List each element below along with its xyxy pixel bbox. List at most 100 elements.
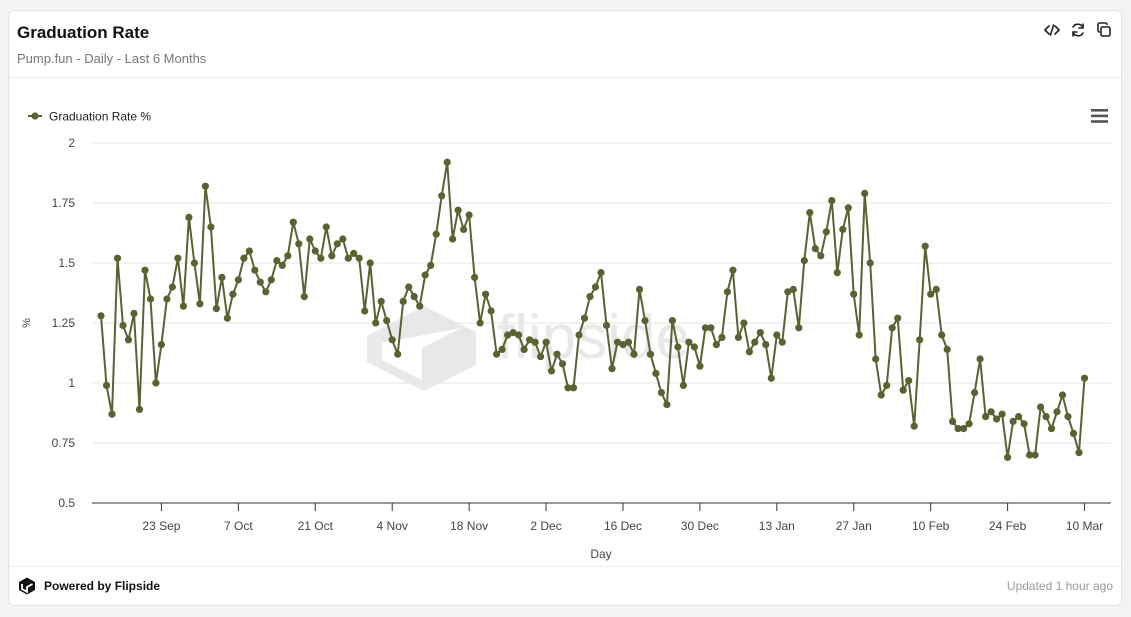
data-point[interactable]: [569, 384, 578, 392]
data-point[interactable]: [218, 273, 226, 281]
data-point[interactable]: [493, 350, 501, 358]
data-point[interactable]: [899, 386, 907, 394]
data-point[interactable]: [800, 257, 808, 265]
data-point[interactable]: [416, 302, 424, 310]
data-point[interactable]: [784, 288, 792, 296]
data-point[interactable]: [630, 350, 638, 358]
data-point[interactable]: [965, 420, 973, 428]
data-point[interactable]: [190, 259, 198, 267]
data-point[interactable]: [767, 374, 775, 382]
data-point[interactable]: [795, 324, 803, 332]
data-point[interactable]: [1069, 429, 1078, 437]
data-point[interactable]: [866, 259, 874, 267]
data-point[interactable]: [646, 350, 655, 358]
data-point[interactable]: [471, 273, 479, 281]
data-point[interactable]: [1047, 425, 1056, 433]
data-point[interactable]: [465, 211, 473, 219]
data-point[interactable]: [212, 305, 220, 313]
data-point[interactable]: [157, 341, 165, 349]
data-point[interactable]: [547, 367, 556, 375]
data-point[interactable]: [597, 269, 605, 277]
data-point[interactable]: [454, 206, 462, 214]
data-point[interactable]: [1037, 403, 1045, 411]
data-point[interactable]: [520, 345, 528, 353]
data-point[interactable]: [317, 254, 325, 262]
data-point[interactable]: [201, 182, 209, 190]
data-point[interactable]: [960, 425, 968, 433]
data-point[interactable]: [124, 336, 133, 344]
data-point[interactable]: [602, 321, 611, 329]
data-point[interactable]: [839, 225, 847, 233]
data-point[interactable]: [251, 266, 259, 274]
data-point[interactable]: [498, 345, 506, 353]
data-point[interactable]: [306, 235, 314, 243]
data-point[interactable]: [460, 225, 468, 233]
data-point[interactable]: [822, 228, 830, 236]
data-point[interactable]: [745, 348, 754, 356]
data-point[interactable]: [388, 336, 396, 344]
data-point[interactable]: [119, 321, 127, 329]
data-point[interactable]: [410, 293, 418, 301]
data-point[interactable]: [267, 276, 275, 284]
data-point[interactable]: [1053, 408, 1061, 416]
data-point[interactable]: [696, 362, 704, 370]
data-point[interactable]: [971, 389, 979, 397]
data-point[interactable]: [476, 319, 484, 327]
data-point[interactable]: [916, 336, 924, 344]
data-point[interactable]: [361, 307, 369, 315]
data-point[interactable]: [778, 338, 786, 346]
powered-by[interactable]: Powered by Flipside: [17, 576, 160, 596]
data-point[interactable]: [641, 317, 649, 325]
data-point[interactable]: [174, 254, 182, 262]
data-point[interactable]: [185, 213, 193, 221]
data-point[interactable]: [844, 204, 852, 212]
data-point[interactable]: [679, 381, 688, 389]
data-point[interactable]: [734, 333, 743, 341]
data-point[interactable]: [580, 314, 589, 322]
data-point[interactable]: [223, 314, 231, 322]
data-point[interactable]: [542, 338, 550, 346]
data-point[interactable]: [1026, 451, 1034, 459]
data-point[interactable]: [954, 425, 962, 433]
data-point[interactable]: [652, 369, 660, 377]
data-point[interactable]: [432, 230, 440, 238]
data-point[interactable]: [311, 247, 319, 255]
data-point[interactable]: [421, 271, 429, 279]
refresh-icon[interactable]: [1069, 21, 1087, 39]
data-point[interactable]: [949, 417, 957, 425]
data-point[interactable]: [663, 401, 671, 409]
data-point[interactable]: [168, 283, 176, 291]
data-point[interactable]: [245, 247, 253, 255]
data-point[interactable]: [482, 290, 490, 298]
data-point[interactable]: [657, 389, 666, 397]
data-point[interactable]: [894, 314, 902, 322]
data-point[interactable]: [1020, 420, 1028, 428]
data-point[interactable]: [1004, 453, 1012, 461]
data-point[interactable]: [394, 350, 402, 358]
data-point[interactable]: [905, 377, 913, 385]
data-point[interactable]: [943, 345, 951, 353]
data-point[interactable]: [399, 297, 407, 305]
data-point[interactable]: [789, 285, 797, 293]
data-point[interactable]: [141, 266, 149, 274]
data-point[interactable]: [756, 329, 764, 337]
data-point[interactable]: [1009, 417, 1017, 425]
data-point[interactable]: [515, 331, 523, 339]
data-point[interactable]: [910, 422, 918, 430]
data-point[interactable]: [383, 317, 391, 325]
data-point[interactable]: [987, 408, 995, 416]
data-point[interactable]: [377, 297, 385, 305]
data-point[interactable]: [817, 252, 825, 260]
data-point[interactable]: [982, 413, 990, 421]
data-point[interactable]: [333, 240, 341, 248]
data-point[interactable]: [872, 355, 880, 363]
data-point[interactable]: [240, 254, 248, 262]
data-point[interactable]: [932, 285, 940, 293]
data-point[interactable]: [591, 283, 600, 291]
data-point[interactable]: [553, 350, 561, 358]
data-point[interactable]: [1075, 449, 1083, 457]
data-point[interactable]: [438, 192, 446, 200]
data-point[interactable]: [608, 365, 616, 373]
data-point[interactable]: [256, 278, 264, 286]
data-point[interactable]: [97, 312, 105, 320]
